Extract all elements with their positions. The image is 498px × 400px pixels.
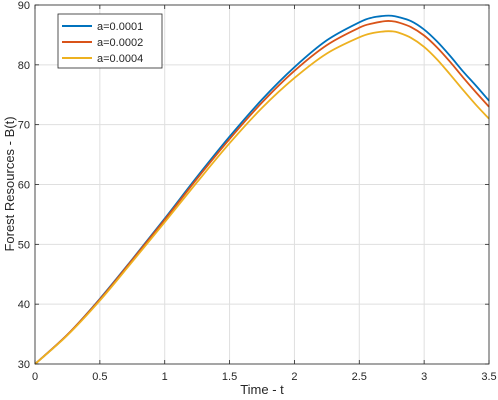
- series-line-2: [34, 30, 490, 365]
- x-tick-label: 1.5: [222, 371, 237, 383]
- y-tick-label: 50: [18, 239, 30, 251]
- legend: a=0.0001 a=0.0002 a=0.0004: [57, 13, 163, 69]
- x-tick-label: 3: [421, 371, 427, 383]
- x-tick-label: 2.5: [352, 371, 367, 383]
- x-tick-label: 0: [32, 371, 38, 383]
- tick-labels: 0 0.5 1 1.5 2 2.5 3 3.5 30 40 50 60 70 80 90: [18, 0, 497, 383]
- legend-label-1: a=0.0002: [97, 37, 143, 49]
- x-tick-label: 1: [162, 371, 168, 383]
- legend-label-0: a=0.0001: [97, 21, 143, 33]
- y-tick-label: 40: [18, 299, 30, 311]
- x-tick-label: 2: [291, 371, 297, 383]
- series-lines: [34, 14, 490, 365]
- y-tick-label: 70: [18, 120, 30, 132]
- x-tick-label: 3.5: [481, 371, 496, 383]
- y-tick-label: 30: [18, 359, 30, 371]
- y-axis-label: Forest Resources - B(t): [2, 116, 17, 251]
- series-line-1: [34, 20, 490, 365]
- legend-label-2: a=0.0004: [97, 53, 143, 65]
- x-tick-label: 0.5: [92, 371, 107, 383]
- axis-ticks: [34, 4, 490, 365]
- x-axis-label: Time - t: [240, 382, 284, 397]
- y-tick-label: 80: [18, 60, 30, 72]
- y-tick-label: 90: [18, 0, 30, 12]
- y-tick-label: 60: [18, 180, 30, 192]
